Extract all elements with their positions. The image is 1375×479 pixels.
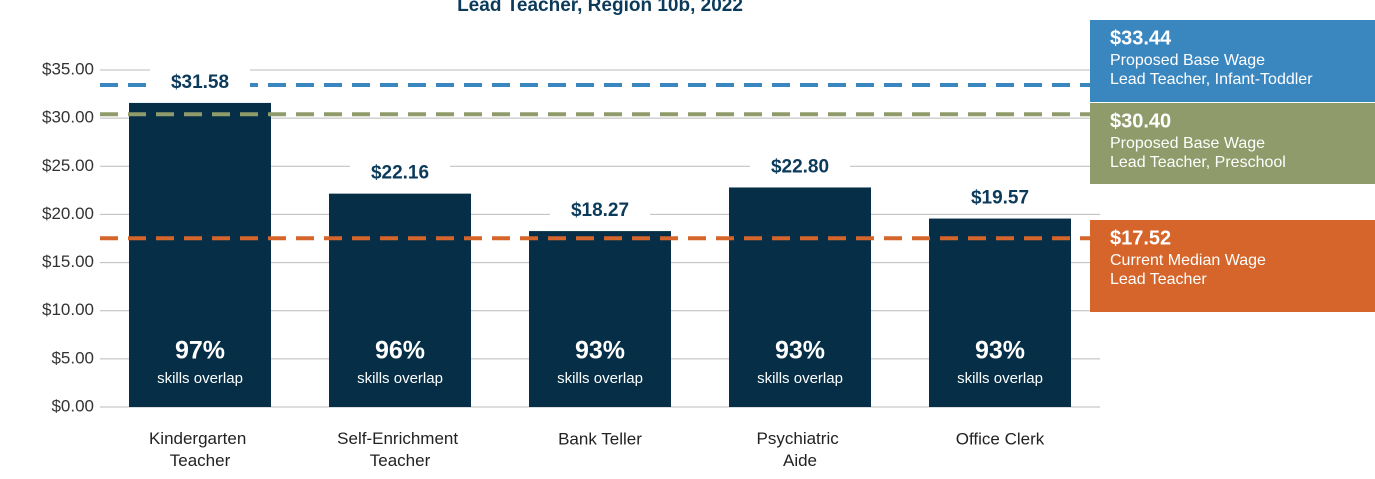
reference-text: Lead Teacher	[1110, 271, 1207, 288]
reference-text: Current Median Wage	[1110, 252, 1266, 269]
value-label-bg	[950, 184, 1050, 213]
value-label-bg	[150, 68, 250, 97]
y-tick-label: $5.00	[51, 348, 94, 367]
reference-box	[1090, 103, 1375, 184]
bar	[329, 193, 471, 407]
bar	[729, 187, 871, 407]
reference-value: $30.40	[1110, 110, 1171, 132]
bar	[929, 218, 1071, 407]
y-tick-label: $30.00	[42, 108, 94, 127]
reference-box	[1090, 20, 1375, 102]
value-label-bg	[350, 159, 450, 188]
value-label: $18.27	[571, 200, 629, 221]
overlap-percent: 93%	[975, 337, 1025, 365]
bar	[129, 102, 271, 407]
overlap-percent: 93%	[575, 337, 625, 365]
y-tick-label: $20.00	[42, 204, 94, 223]
reference-text: Lead Teacher, Infant-Toddler	[1110, 71, 1313, 88]
overlap-caption: skills overlap	[557, 370, 643, 387]
overlap-caption: skills overlap	[957, 370, 1043, 387]
value-label: $22.16	[371, 163, 429, 184]
value-label: $22.80	[771, 156, 829, 177]
y-tick-label: $25.00	[42, 156, 94, 175]
chart-title: Lead Teacher, Region 10b, 2022	[457, 0, 743, 16]
x-tick-label: Office Clerk	[956, 429, 1045, 448]
y-tick-label: $0.00	[51, 396, 94, 415]
y-tick-label: $35.00	[42, 59, 94, 78]
overlap-caption: skills overlap	[157, 370, 243, 387]
overlap-caption: skills overlap	[357, 370, 443, 387]
reference-value: $17.52	[1110, 227, 1171, 249]
value-label: $31.58	[171, 72, 229, 93]
reference-text: Proposed Base Wage	[1110, 135, 1265, 152]
reference-text: Lead Teacher, Preschool	[1110, 154, 1286, 171]
value-label-bg	[550, 197, 650, 226]
x-tick-label: Bank Teller	[558, 429, 642, 448]
x-tick-label: Psychiatric Aide	[757, 429, 844, 470]
value-label-bg	[750, 153, 850, 182]
reference-box	[1090, 220, 1375, 312]
y-tick-label: $10.00	[42, 300, 94, 319]
reference-text: Proposed Base Wage	[1110, 52, 1265, 69]
value-label: $19.57	[971, 188, 1029, 209]
overlap-percent: 97%	[175, 337, 225, 365]
x-tick-label: Self-Enrichment Teacher	[337, 429, 463, 470]
overlap-caption: skills overlap	[757, 370, 843, 387]
reference-value: $33.44	[1110, 27, 1172, 49]
y-tick-label: $15.00	[42, 252, 94, 271]
x-tick-label: Kindergarten Teacher	[149, 429, 251, 470]
overlap-percent: 93%	[775, 337, 825, 365]
overlap-percent: 96%	[375, 337, 425, 365]
bar	[529, 231, 671, 407]
